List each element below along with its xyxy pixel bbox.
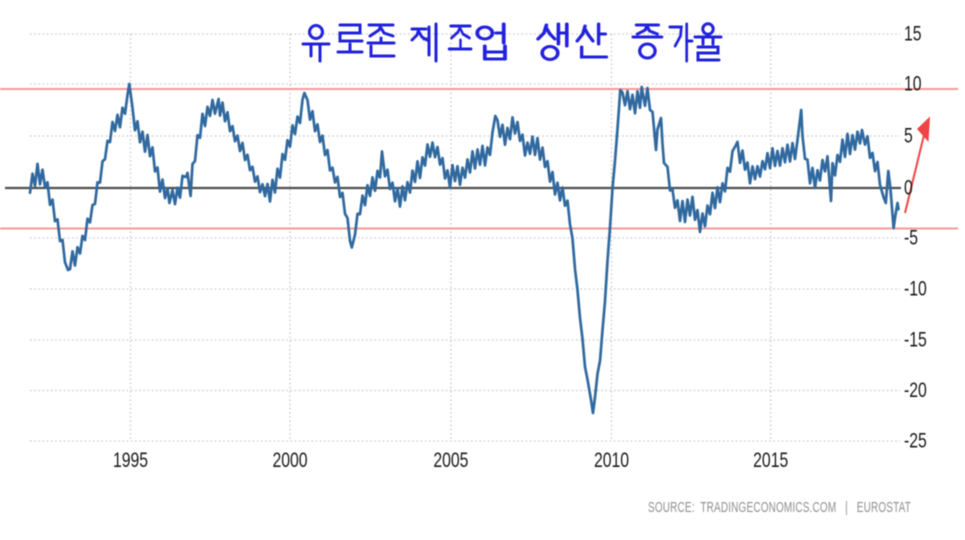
svg-text:-10: -10 bbox=[904, 276, 927, 300]
svg-text:0: 0 bbox=[904, 175, 913, 199]
svg-text:2005: 2005 bbox=[433, 448, 468, 472]
svg-text:-15: -15 bbox=[904, 327, 927, 351]
svg-text:1995: 1995 bbox=[113, 448, 148, 472]
svg-text:SOURCE: TRADINGECONOMICS.COM: SOURCE: TRADINGECONOMICS.COM | EUROSTAT bbox=[648, 498, 911, 515]
svg-text:2000: 2000 bbox=[272, 448, 307, 472]
svg-text:10: 10 bbox=[904, 71, 922, 95]
svg-text:-25: -25 bbox=[904, 428, 927, 452]
svg-text:5: 5 bbox=[904, 123, 913, 147]
svg-text:2010: 2010 bbox=[594, 448, 629, 472]
svg-text:-20: -20 bbox=[904, 377, 927, 401]
svg-text:2015: 2015 bbox=[753, 448, 788, 472]
svg-text:15: 15 bbox=[904, 21, 922, 45]
svg-text:-5: -5 bbox=[904, 225, 918, 249]
